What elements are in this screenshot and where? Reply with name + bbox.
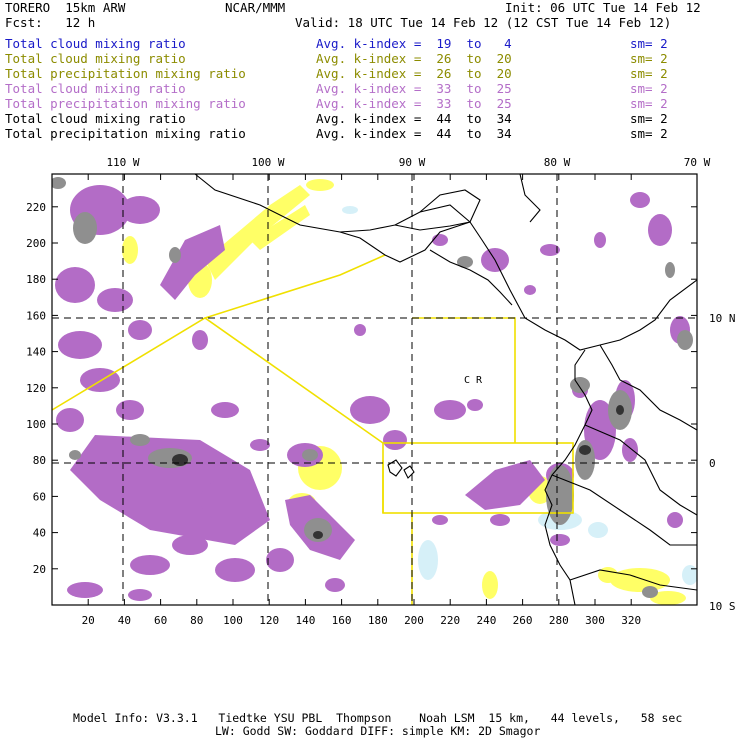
x-tick-label: 120 bbox=[259, 614, 279, 627]
legend-sm-5: sm= 2 bbox=[630, 96, 668, 111]
map-label-cr: C R bbox=[464, 375, 483, 386]
legend-kindex-2: Avg. k-index = 26 to 20 bbox=[316, 51, 512, 66]
map-fields bbox=[52, 174, 697, 605]
legend-field-5: Total precipitation mixing ratio bbox=[5, 96, 246, 111]
x-tick-label: 240 bbox=[476, 614, 496, 627]
legend-kindex-5: Avg. k-index = 33 to 25 bbox=[316, 96, 512, 111]
y-tick-label: 140 bbox=[26, 346, 46, 359]
legend-kindex-6: Avg. k-index = 44 to 34 bbox=[316, 111, 512, 126]
y-tick-label: 20 bbox=[33, 563, 46, 576]
legend-sm-2: sm= 2 bbox=[630, 51, 668, 66]
y-tick-label: 200 bbox=[26, 237, 46, 250]
legend-field-4: Total cloud mixing ratio bbox=[5, 81, 186, 96]
legend-kindex-4: Avg. k-index = 33 to 25 bbox=[316, 81, 512, 96]
legend-field-2: Total cloud mixing ratio bbox=[5, 51, 186, 66]
latitude-label: 0 bbox=[709, 457, 716, 470]
longitude-label: 110 W bbox=[106, 156, 139, 169]
y-tick-label: 220 bbox=[26, 201, 46, 214]
model-info: Model Info: V3.3.1 Tiedtke YSU PBL Thomp… bbox=[73, 711, 683, 725]
axis-tick-labels: 20 40 60 80 100 120 140 160 180 200 220 240 260 280 30… bbox=[26, 156, 735, 627]
legend-kindex-3: Avg. k-index = 26 to 20 bbox=[316, 66, 512, 81]
domain-boxes bbox=[52, 254, 574, 605]
x-tick-label: 80 bbox=[190, 614, 203, 627]
precipitation-areas bbox=[55, 185, 690, 601]
light-cloud-areas bbox=[342, 206, 697, 585]
legend-sm-4: sm= 2 bbox=[630, 81, 668, 96]
legend-sm-7: sm= 2 bbox=[630, 126, 668, 141]
x-tick-label: 60 bbox=[154, 614, 167, 627]
x-tick-label: 320 bbox=[621, 614, 641, 627]
model-label: TORERO 15km ARW bbox=[5, 0, 126, 15]
latitude-label: 10 N bbox=[709, 312, 736, 325]
y-tick-label: 80 bbox=[33, 454, 46, 467]
y-tick-label: 180 bbox=[26, 273, 46, 286]
y-tick-label: 60 bbox=[33, 490, 46, 503]
init-time: Init: 06 UTC Tue 14 Feb 12 bbox=[505, 0, 701, 15]
forecast-hour: Fcst: 12 h bbox=[5, 15, 96, 30]
longitude-label: 100 W bbox=[251, 156, 284, 169]
heavy-areas bbox=[52, 177, 693, 598]
axis-ticks bbox=[52, 174, 697, 605]
y-tick-label: 120 bbox=[26, 382, 46, 395]
x-tick-label: 280 bbox=[549, 614, 569, 627]
plot-frame bbox=[51, 173, 698, 606]
longitude-label: 80 W bbox=[544, 156, 571, 169]
legend-kindex-7: Avg. k-index = 44 to 34 bbox=[316, 126, 512, 141]
coastlines bbox=[194, 174, 697, 605]
latitude-label: 10 S bbox=[709, 600, 736, 613]
model-physics: LW: Godd SW: Goddard DIFF: simple KM: 2D… bbox=[215, 724, 541, 738]
x-tick-label: 160 bbox=[332, 614, 352, 627]
x-tick-label: 200 bbox=[404, 614, 424, 627]
x-tick-label: 20 bbox=[82, 614, 95, 627]
legend-sm-6: sm= 2 bbox=[630, 111, 668, 126]
org-label: NCAR/MMM bbox=[225, 0, 286, 15]
legend-sm-1: sm= 2 bbox=[630, 36, 668, 51]
x-tick-label: 300 bbox=[585, 614, 605, 627]
x-tick-label: 220 bbox=[440, 614, 460, 627]
legend-kindex-1: Avg. k-index = 19 to 4 bbox=[316, 36, 512, 51]
x-tick-label: 180 bbox=[368, 614, 388, 627]
y-tick-label: 160 bbox=[26, 309, 46, 322]
legend-field-3: Total precipitation mixing ratio bbox=[5, 66, 246, 81]
x-tick-label: 260 bbox=[513, 614, 533, 627]
longitude-label: 90 W bbox=[399, 156, 426, 169]
x-tick-label: 140 bbox=[295, 614, 315, 627]
y-tick-label: 100 bbox=[26, 418, 46, 431]
longitude-label: 70 W bbox=[684, 156, 711, 169]
legend-field-6: Total cloud mixing ratio bbox=[5, 111, 186, 126]
x-tick-label: 100 bbox=[223, 614, 243, 627]
x-tick-label: 40 bbox=[118, 614, 131, 627]
legend-field-1: Total cloud mixing ratio bbox=[5, 36, 186, 51]
legend-field-7: Total precipitation mixing ratio bbox=[5, 126, 246, 141]
legend-sm-3: sm= 2 bbox=[630, 66, 668, 81]
valid-time: Valid: 18 UTC Tue 14 Feb 12 (12 CST Tue … bbox=[295, 15, 672, 30]
y-tick-label: 40 bbox=[33, 527, 46, 540]
